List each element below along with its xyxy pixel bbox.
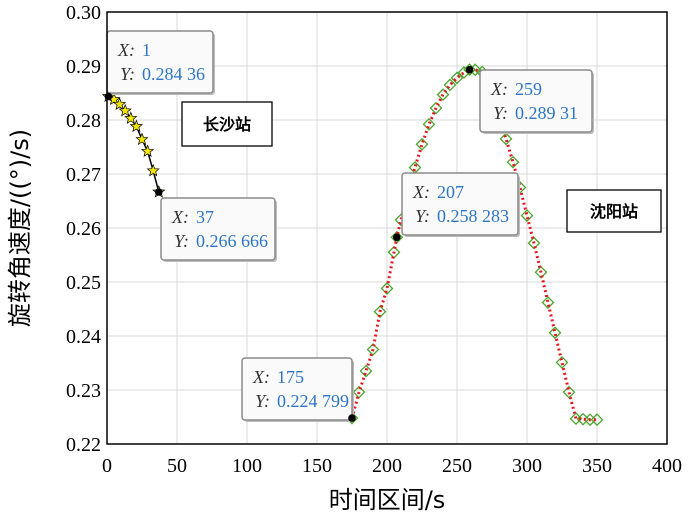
datatip-y-key: Y: [493, 103, 508, 123]
x-tick-label: 300 [512, 455, 542, 477]
station-label-box [566, 189, 662, 233]
datatip-x-key: X: [490, 79, 508, 99]
datatip-x-value: 37 [196, 207, 214, 227]
datatip-x-key: X: [171, 207, 189, 227]
data-point [112, 97, 127, 110]
datatip-y-key: Y: [255, 391, 270, 411]
datatip[interactable]: X: 207 Y: 0.258 283 [393, 172, 520, 242]
datatip-y-key: Y: [174, 231, 189, 251]
data-point [366, 343, 380, 356]
data-point [548, 326, 562, 340]
y-tick-label: 0.30 [66, 2, 101, 24]
x-tick-labels: 0 50 100 150 200 250 300 350 400 [102, 455, 682, 477]
x-tick-label: 350 [582, 455, 612, 477]
data-point [380, 282, 394, 295]
y-tick-label: 0.26 [66, 218, 101, 240]
y-tick-label: 0.22 [66, 434, 101, 456]
data-point [415, 137, 429, 151]
datatip-marker [465, 65, 474, 74]
data-point [436, 88, 450, 102]
y-tick-label: 0.23 [66, 380, 101, 402]
y-axis-title: 旋转角速度/((°)/s) [6, 129, 34, 327]
data-point [520, 209, 534, 222]
x-axis-title: 时间区间/s [329, 486, 446, 514]
data-point [359, 364, 373, 378]
data-point [140, 144, 155, 157]
data-point [373, 305, 387, 319]
data-point [429, 101, 443, 115]
data-point [527, 236, 541, 250]
data-point [443, 78, 457, 92]
datatip-y-value: 0.258 283 [437, 206, 509, 226]
datatip[interactable]: X: 37 Y: 0.266 666 [155, 188, 277, 262]
y-tick-label: 0.28 [66, 110, 101, 132]
datatip-marker [393, 233, 401, 242]
data-point [590, 413, 604, 427]
plot-frame [106, 11, 668, 445]
data-point [555, 356, 569, 369]
y-tick-label: 0.29 [66, 56, 101, 78]
datatip-box [401, 172, 519, 236]
y-tick-label: 0.24 [66, 326, 101, 348]
datatip-marker [104, 92, 113, 101]
datatip-x-value: 1 [142, 40, 151, 60]
datatip-x-key: X: [252, 367, 270, 387]
datatip[interactable]: X: 1 Y: 0.284 36 [104, 30, 215, 101]
data-point [541, 296, 555, 309]
datatip-box [160, 197, 276, 261]
data-point [422, 117, 436, 131]
datatip-x-key: X: [117, 40, 135, 60]
y-tick-label: 0.27 [66, 164, 101, 186]
station-label: 沈阳站 [566, 189, 662, 233]
x-tick-label: 50 [167, 455, 187, 477]
datatip-y-value: 0.284 36 [142, 64, 205, 84]
x-tick-label: 150 [302, 455, 332, 477]
x-tick-label: 200 [372, 455, 402, 477]
datatips-layer: X: 1 Y: 0.284 36 X: 37 Y: 0.266 666 X: 175 Y: 0.224… [104, 30, 594, 422]
datatip[interactable]: X: 175 Y: 0.224 799 [241, 357, 356, 422]
datatip-marker [348, 414, 356, 422]
data-point [129, 119, 144, 133]
y-tick-label: 0.25 [66, 272, 101, 294]
data-point [118, 103, 132, 117]
data-point [124, 111, 138, 124]
datatip-y-key: Y: [415, 206, 430, 226]
datatip-x-value: 207 [437, 182, 464, 202]
data-point [135, 132, 149, 146]
station-label: 长沙站 [181, 101, 273, 147]
datatip-x-value: 175 [277, 367, 304, 387]
datatip-x-value: 259 [515, 79, 542, 99]
station-label-text: 沈阳站 [590, 202, 638, 221]
data-point [506, 155, 520, 169]
datatip[interactable]: X: 259 Y: 0.289 31 [465, 65, 594, 134]
datatip-y-value: 0.224 799 [277, 391, 349, 411]
x-tick-label: 400 [652, 455, 682, 477]
datatip-x-key: X: [412, 182, 430, 202]
x-tick-label: 100 [232, 455, 262, 477]
data-point [450, 71, 464, 85]
x-tick-label: 0 [102, 455, 112, 477]
station-label-text: 长沙站 [203, 115, 251, 134]
datatip-marker [155, 188, 163, 196]
data-point [146, 163, 160, 177]
datatip-box [241, 357, 353, 421]
datatip-y-value: 0.266 666 [196, 231, 268, 251]
station-label-box [181, 101, 273, 147]
x-tick-label: 250 [442, 455, 472, 477]
datatip-y-key: Y: [120, 64, 135, 84]
data-point [463, 63, 477, 77]
y-tick-labels: 0.22 0.23 0.24 0.25 0.26 0.27 0.28 0.29 0.30 [66, 2, 101, 456]
datatip-box [479, 69, 593, 133]
data-point [499, 132, 513, 146]
datatip-y-value: 0.289 31 [515, 103, 578, 123]
data-point [534, 265, 548, 279]
